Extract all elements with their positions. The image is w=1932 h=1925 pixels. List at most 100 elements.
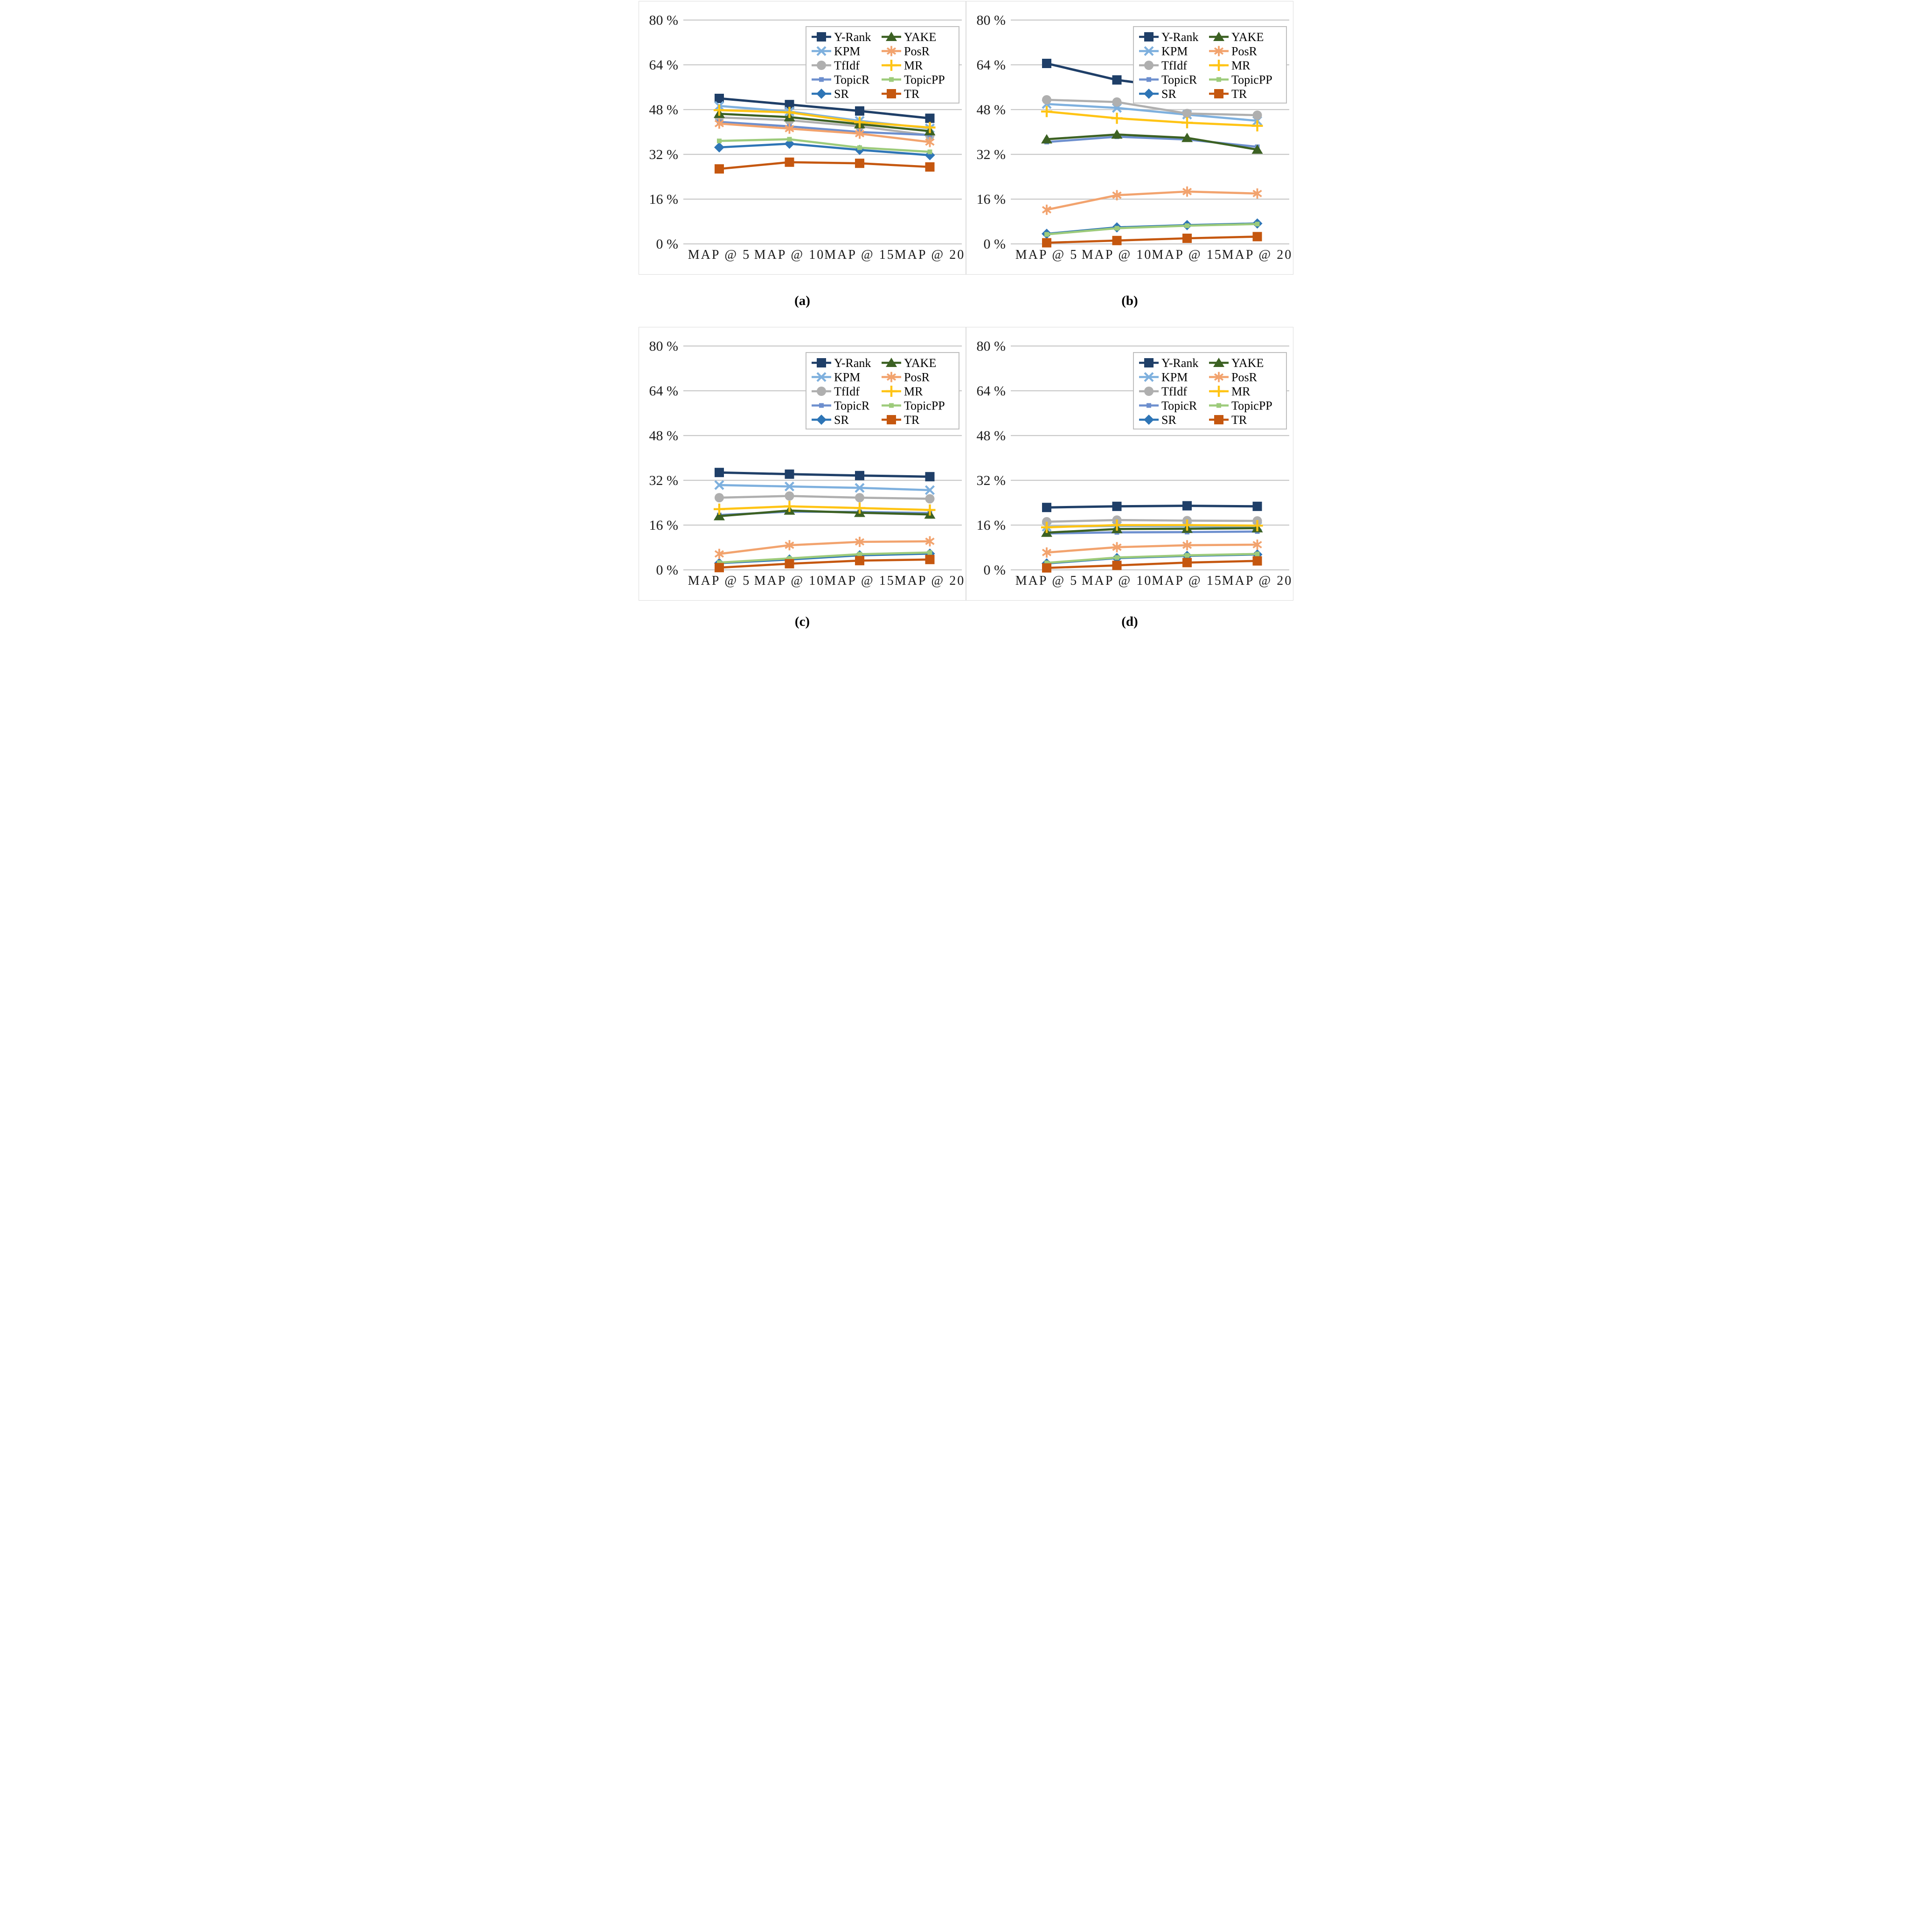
legend-label-TopicPP: TopicPP bbox=[1231, 73, 1272, 87]
x-tick-label: MAP @ 10 bbox=[1082, 574, 1152, 588]
y-tick-label: 0 % bbox=[656, 562, 679, 578]
legend: Y-Rank YAKE KPM PosR TfIdf MR TopicR TopicPP SR T… bbox=[1133, 26, 1287, 104]
legend-item-KPM: KPM bbox=[1139, 371, 1188, 384]
legend-label-MR: MR bbox=[904, 59, 923, 72]
x-tick-label: MAP @ 5 bbox=[688, 574, 751, 588]
y-tick-label: 16 % bbox=[649, 192, 679, 207]
legend-item-TfIdf: TfIdf bbox=[812, 385, 860, 398]
legend-item-PosR: PosR bbox=[882, 371, 930, 384]
legend-label-KPM: KPM bbox=[1161, 45, 1188, 58]
y-tick-label: 48 % bbox=[649, 428, 679, 443]
legend-item-YAKE: YAKE bbox=[882, 356, 936, 370]
y-tick-label: 0 % bbox=[984, 236, 1006, 252]
legend-item-KPM: KPM bbox=[1139, 45, 1188, 58]
x-tick-label: MAP @ 5 bbox=[688, 248, 751, 262]
legend-label-Y-Rank: Y-Rank bbox=[1161, 30, 1198, 44]
series-PosR bbox=[714, 536, 935, 559]
legend-label-MR: MR bbox=[904, 385, 923, 398]
series-MR bbox=[1041, 519, 1263, 533]
y-tick-label: 48 % bbox=[977, 102, 1006, 118]
legend-item-YAKE: YAKE bbox=[1209, 30, 1264, 44]
legend-item-TR: TR bbox=[1209, 87, 1247, 101]
legend-label-MR: MR bbox=[1231, 385, 1251, 398]
series-TopicPP bbox=[1044, 551, 1260, 565]
line-chart-c: 80 %64 %48 %32 %16 %0 %MAP @ 5 MAP @ 10 MA… bbox=[649, 339, 964, 588]
x-tick-label: MAP @ 15 bbox=[824, 248, 895, 262]
legend-item-TopicR: TopicR bbox=[1139, 399, 1197, 413]
legend-label-TfIdf: TfIdf bbox=[1161, 385, 1187, 398]
legend-label-KPM: KPM bbox=[1161, 371, 1188, 384]
caption-b: (b) bbox=[1121, 293, 1138, 308]
x-tick-label: MAP @ 10 bbox=[1082, 248, 1152, 262]
legend-label-TopicPP: TopicPP bbox=[904, 399, 945, 413]
legend-item-TR: TR bbox=[882, 87, 920, 101]
series-MR bbox=[714, 104, 936, 133]
legend-label-TR: TR bbox=[1231, 413, 1247, 427]
legend-item-TopicPP: TopicPP bbox=[1209, 73, 1272, 87]
legend: Y-Rank YAKE KPM PosR TfIdf MR TopicR TopicPP SR T… bbox=[1133, 352, 1287, 429]
series-TfIdf bbox=[1042, 95, 1262, 120]
y-tick-label: 48 % bbox=[649, 102, 679, 118]
y-tick-label: 0 % bbox=[656, 236, 679, 252]
legend-label-SR: SR bbox=[834, 87, 849, 101]
series-TfIdf bbox=[715, 491, 935, 504]
series-PosR bbox=[1042, 186, 1262, 215]
legend-item-TopicR: TopicR bbox=[812, 73, 870, 87]
series-Y-Rank bbox=[715, 94, 935, 123]
series-Y-Rank bbox=[715, 468, 935, 482]
legend-item-PosR: PosR bbox=[882, 45, 930, 58]
y-tick-label: 80 % bbox=[649, 13, 679, 28]
legend-item-TR: TR bbox=[882, 413, 920, 427]
legend-label-KPM: KPM bbox=[834, 371, 860, 384]
y-tick-label: 16 % bbox=[977, 192, 1006, 207]
legend-item-TfIdf: TfIdf bbox=[1139, 59, 1187, 72]
y-tick-label: 80 % bbox=[977, 339, 1006, 354]
chart-panel-c: 80 % 64 % 48 % 32 % 16 % 0 % MAP @ 5 MAP @ 10 MA… bbox=[639, 327, 966, 601]
legend-label-TR: TR bbox=[904, 413, 920, 427]
legend-item-SR: SR bbox=[812, 413, 849, 427]
legend-label-TfIdf: TfIdf bbox=[834, 385, 860, 398]
legend-label-TfIdf: TfIdf bbox=[1161, 59, 1187, 72]
series-YAKE bbox=[1041, 129, 1263, 154]
legend-item-TopicR: TopicR bbox=[1139, 73, 1197, 87]
legend-item-MR: MR bbox=[1209, 385, 1251, 398]
legend-label-PosR: PosR bbox=[904, 371, 930, 384]
legend-item-Y-Rank: Y-Rank bbox=[812, 30, 871, 44]
line-chart-b: 80 %64 %48 %32 %16 %0 %MAP @ 5 MAP @ 10 MA… bbox=[977, 13, 1292, 262]
figure-grid: 80 % 64 % 48 % 32 % 16 % 0 % MAP @ 5 MAP @ 10 MA… bbox=[639, 1, 1293, 643]
line-chart-a: 80 %64 %48 %32 %16 %0 %MAP @ 5 MAP @ 10 MA… bbox=[649, 13, 964, 262]
legend-label-TopicR: TopicR bbox=[834, 399, 870, 413]
legend-item-SR: SR bbox=[1139, 413, 1176, 427]
chart-panel-a: 80 % 64 % 48 % 32 % 16 % 0 % MAP @ 5 MAP @ 10 MA… bbox=[639, 1, 966, 275]
legend-label-SR: SR bbox=[1161, 413, 1176, 427]
series-KPM bbox=[714, 480, 935, 495]
y-tick-label: 0 % bbox=[984, 562, 1006, 578]
series-TR bbox=[1042, 556, 1262, 573]
legend-label-MR: MR bbox=[1231, 59, 1251, 72]
y-tick-label: 80 % bbox=[977, 13, 1006, 28]
x-tick-label: MAP @ 20 bbox=[1222, 574, 1293, 588]
series-MR bbox=[1041, 106, 1263, 132]
series-TopicPP bbox=[717, 550, 932, 565]
legend-item-MR: MR bbox=[882, 59, 923, 72]
figure-page: 80 % 64 % 48 % 32 % 16 % 0 % MAP @ 5 MAP @ 10 MA… bbox=[639, 0, 1293, 644]
caption-d: (d) bbox=[1121, 614, 1138, 629]
legend-label-TopicPP: TopicPP bbox=[1231, 399, 1272, 413]
series-TopicPP bbox=[1044, 222, 1260, 237]
legend-item-KPM: KPM bbox=[812, 371, 860, 384]
legend-item-KPM: KPM bbox=[812, 45, 860, 58]
caption-row-top-right: (b) bbox=[966, 275, 1293, 327]
legend-item-TopicPP: TopicPP bbox=[882, 399, 945, 413]
legend-label-YAKE: YAKE bbox=[904, 356, 936, 370]
legend-label-Y-Rank: Y-Rank bbox=[834, 356, 871, 370]
series-SR bbox=[1042, 218, 1263, 239]
legend-label-Y-Rank: Y-Rank bbox=[1161, 356, 1198, 370]
series-TR bbox=[1042, 232, 1262, 248]
legend-label-TopicPP: TopicPP bbox=[904, 73, 945, 87]
caption-c: (c) bbox=[794, 614, 810, 629]
x-tick-label: MAP @ 15 bbox=[1152, 248, 1222, 262]
y-tick-label: 64 % bbox=[649, 57, 679, 73]
x-tick-label: MAP @ 10 bbox=[754, 574, 825, 588]
x-tick-label: MAP @ 5 bbox=[1015, 574, 1078, 588]
chart-panel-b: 80 % 64 % 48 % 32 % 16 % 0 % MAP @ 5 MAP @ 10 MA… bbox=[966, 1, 1293, 275]
